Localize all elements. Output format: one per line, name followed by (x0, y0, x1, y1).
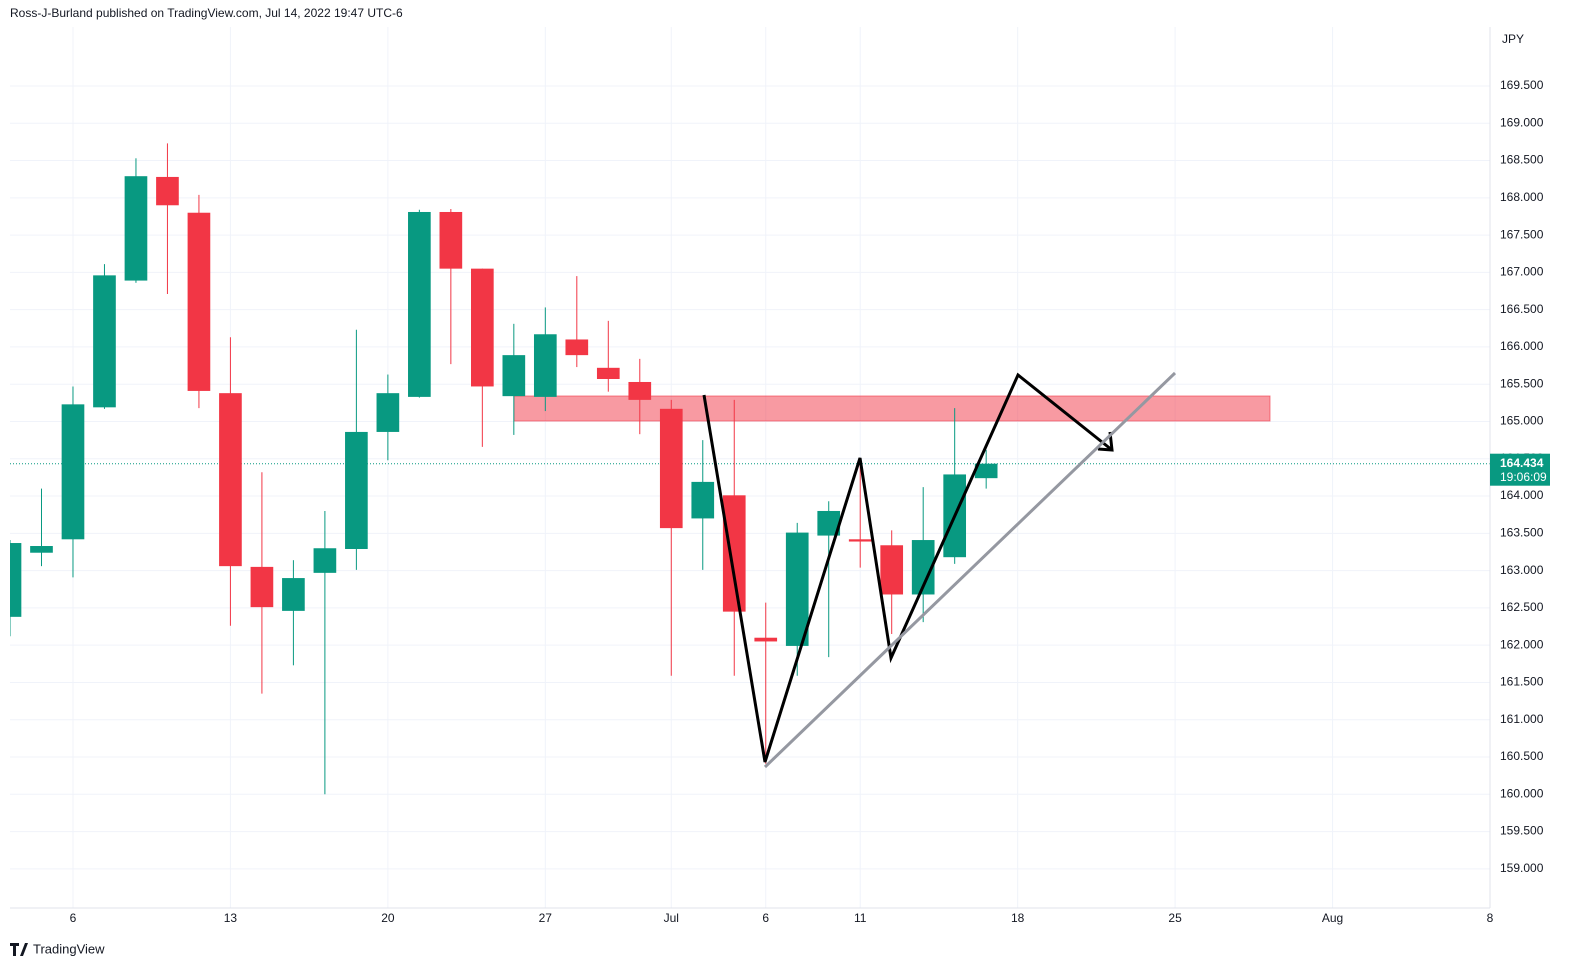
candle-body (408, 211, 431, 397)
y-tick-label: 161.500 (1500, 675, 1544, 689)
currency-label: JPY (1502, 32, 1524, 46)
y-tick-label: 159.500 (1500, 824, 1544, 838)
y-tick-label: 166.500 (1500, 302, 1544, 316)
x-tick-label: 13 (224, 911, 238, 925)
y-tick-label: 168.500 (1500, 153, 1544, 167)
axes: 159.000 159.500 160.000 160.500 161.000 161.5… (70, 78, 1550, 925)
candle-body (345, 431, 368, 549)
candle-body (282, 578, 305, 611)
y-tick-label: 167.500 (1500, 227, 1544, 241)
last-price-box (1490, 453, 1550, 486)
y-tick-label: 161.000 (1500, 712, 1544, 726)
candle-body (565, 339, 589, 356)
candle-body (628, 381, 652, 400)
trend-line (763, 371, 1177, 769)
candle-body (817, 510, 841, 536)
candle-body (250, 566, 274, 608)
y-tick-label: 163.000 (1500, 563, 1544, 577)
candle-body (880, 545, 904, 595)
y-tick-label: 162.000 (1500, 637, 1544, 651)
y-tick-label: 164.000 (1500, 488, 1544, 502)
candle-body (439, 211, 463, 269)
candle-body (376, 393, 400, 432)
y-tick-label: 169.500 (1500, 78, 1544, 92)
candle-body (785, 532, 809, 646)
x-tick-label: 11 (854, 911, 867, 925)
candle-body (502, 355, 526, 397)
x-tick-label: Aug (1322, 911, 1343, 925)
y-tick-label: 168.000 (1500, 190, 1544, 204)
y-tick-label: 169.000 (1500, 115, 1544, 129)
footer-brand: TradingView (33, 941, 105, 956)
candle-body (124, 176, 148, 281)
candle-body (911, 540, 935, 595)
candle-body (533, 334, 557, 397)
candle-body (596, 367, 620, 379)
candles (10, 143, 998, 795)
footer-logo: TradingView (10, 941, 105, 956)
candle-body (722, 495, 746, 612)
publish-header: Ross-J-Burland published on TradingView.… (10, 6, 403, 20)
candle-body (156, 176, 179, 206)
x-tick-label: 25 (1168, 911, 1182, 925)
y-tick-label: 162.500 (1500, 600, 1544, 614)
candle-body (93, 275, 116, 408)
x-tick-label: 6 (70, 911, 77, 925)
y-tick-label: 159.000 (1500, 861, 1544, 875)
candle-body (313, 548, 337, 573)
x-tick-label: 8 (1487, 911, 1494, 925)
resistance-zone (513, 395, 1271, 422)
x-tick-label: 27 (539, 911, 553, 925)
y-tick-label: 160.000 (1500, 786, 1544, 800)
y-tick-label: 165.500 (1500, 376, 1544, 390)
candle-body (30, 546, 53, 553)
x-tick-label: 20 (381, 911, 395, 925)
y-tick-label: 163.500 (1500, 526, 1544, 540)
y-tick-label: 160.500 (1500, 749, 1544, 763)
candle-body (754, 637, 778, 642)
x-tick-label: 6 (762, 911, 769, 925)
candle-body (187, 212, 211, 391)
candle-body (848, 539, 872, 542)
candle-body (974, 463, 998, 479)
candle-body (659, 408, 683, 529)
y-tick-label: 167.000 (1500, 265, 1544, 279)
candle-body (10, 543, 22, 617)
bar-countdown: 19:06:09 (1500, 470, 1547, 484)
candle-body (61, 404, 85, 540)
candle-body (471, 268, 494, 387)
zigzag-drawing (702, 372, 1113, 763)
x-tick-label: 18 (1011, 911, 1025, 925)
y-tick-label: 166.000 (1500, 339, 1544, 353)
arrow-head (1097, 431, 1114, 452)
candle-body (691, 481, 715, 519)
x-tick-label: Jul (664, 911, 679, 925)
y-tick-label: 165.000 (1500, 414, 1544, 428)
candle-body (219, 393, 242, 567)
last-price-label: 164.434 (1500, 456, 1544, 470)
